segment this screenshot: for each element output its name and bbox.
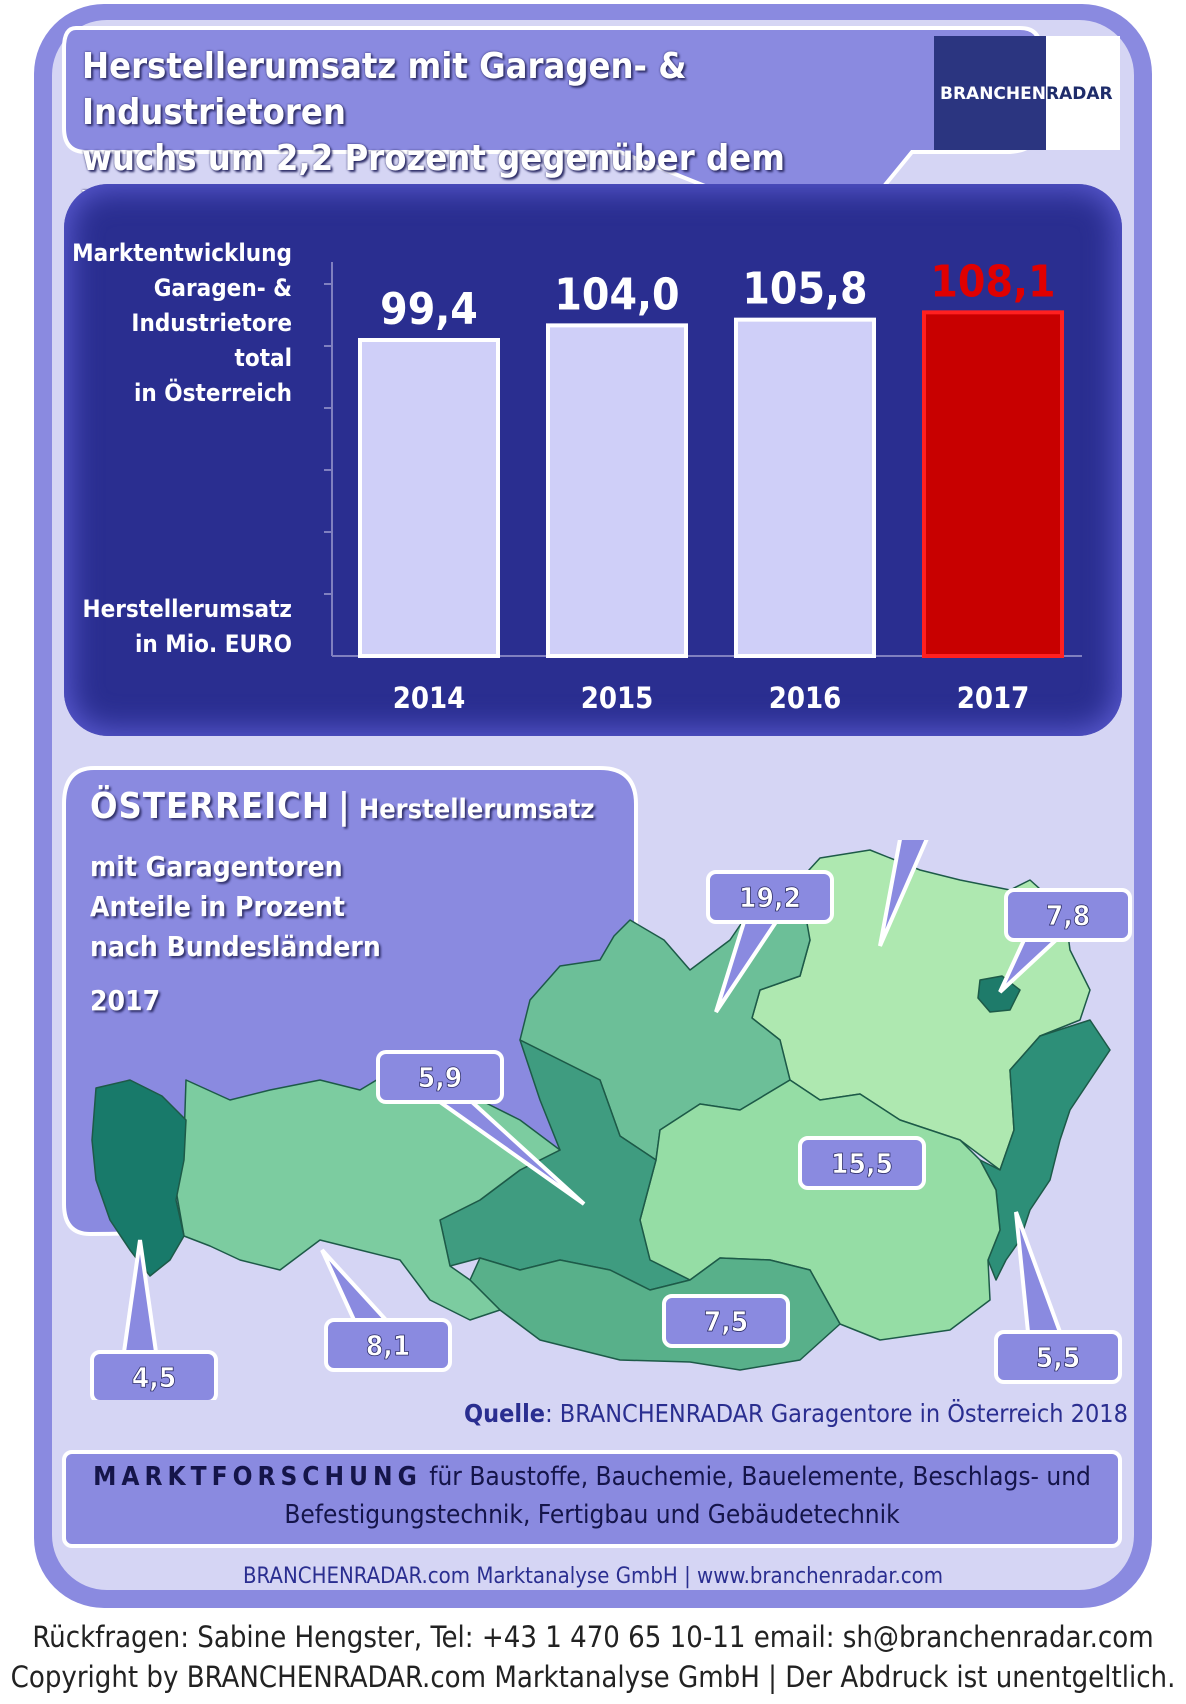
map-title: ÖSTERREICH | Herstellerumsatz <box>90 786 595 827</box>
callout-kaernten: 7,5 <box>662 1294 790 1348</box>
caption-line: Herstellerumsatz <box>82 595 292 623</box>
callout-value: 7,5 <box>704 1305 749 1338</box>
bar-chart: 99,4 2014 104,0 2015 105,8 2016 108,1 2017 <box>324 256 1082 715</box>
callout-pointer <box>1014 1211 1063 1334</box>
caption-line: in Mio. EURO <box>135 630 292 658</box>
bar-value-label: 104,0 <box>554 269 679 320</box>
source-colon: : <box>545 1399 553 1428</box>
x-tick-label: 2015 <box>581 681 654 715</box>
logo-part2: RADAR <box>1045 84 1113 104</box>
research-banner <box>62 1450 1122 1548</box>
research-lead: MARKTFORSCHUNG <box>93 1462 422 1492</box>
source-text: BRANCHENRADAR Garagentore in Österreich … <box>552 1399 1128 1428</box>
region-vorarlberg <box>91 1079 187 1277</box>
caption-line: in Österreich <box>134 379 292 407</box>
callout-pointer <box>320 1248 391 1322</box>
callout-tirol: 8,1 <box>320 1248 452 1372</box>
callout-vorarlberg: 4,5 <box>90 1239 218 1400</box>
map-year: 2017 <box>90 984 161 1017</box>
caption-line: Industrietore <box>131 309 292 337</box>
caption-line: Marktentwicklung <box>72 239 292 267</box>
austria-map: 4,5 8,1 5,9 19,2 26,1 7,8 15,5 7,5 5,5 <box>90 840 1132 1400</box>
caption-line: Garagen- & <box>153 274 292 302</box>
callout-box <box>90 1350 218 1400</box>
callout-burgenland: 5,5 <box>994 1211 1122 1384</box>
x-tick-label: 2016 <box>769 681 842 715</box>
bar-value-label: 99,4 <box>380 284 478 335</box>
map-subtitle-line: nach Bundesländern <box>90 930 381 963</box>
callout-value: 7,8 <box>1046 899 1091 932</box>
chart-caption-top: Marktentwicklung Garagen- & Industrietor… <box>72 236 292 411</box>
map-subtitle-line: mit Garagentoren <box>90 850 343 883</box>
bar-2016 <box>734 317 876 658</box>
callout-value: 8,1 <box>366 1329 411 1362</box>
copyright-line: Copyright by BRANCHENRADAR.com Marktanal… <box>10 1660 1176 1694</box>
bar-2015 <box>546 323 688 658</box>
chart-caption-bottom: Herstellerumsatz in Mio. EURO <box>83 592 292 662</box>
bar-2014 <box>358 338 500 658</box>
x-tick-label: 2017 <box>957 681 1030 715</box>
caption-line: total <box>234 344 292 372</box>
bar-value-label: 105,8 <box>742 264 867 315</box>
x-tick-label: 2014 <box>393 681 466 715</box>
source-label: Quelle <box>464 1399 546 1428</box>
callout-box <box>798 1136 926 1190</box>
callout-value: 4,5 <box>132 1361 177 1394</box>
callout-value: 5,5 <box>1036 1341 1081 1374</box>
callout-box <box>994 1330 1122 1384</box>
research-line1: für Baustoffe, Bauchemie, Bauelemente, B… <box>421 1462 1091 1492</box>
callout-niederoesterreich: 26,1 <box>878 840 929 947</box>
callout-box <box>706 870 834 924</box>
callout-value: 5,9 <box>418 1061 463 1094</box>
map-title-main: ÖSTERREICH <box>90 786 331 827</box>
research-line2: Befestigungstechnik, Fertigbau und Gebäu… <box>284 1500 900 1530</box>
map-title-separator: | <box>338 786 351 827</box>
logo-block <box>934 36 1046 150</box>
callout-salzburg: 5,9 <box>376 1050 586 1206</box>
callout-box <box>662 1294 790 1348</box>
callout-steiermark: 15,5 <box>798 1136 926 1190</box>
company-footer: BRANCHENRADAR.com Marktanalyse GmbH | ww… <box>242 1564 944 1589</box>
callout-value: 15,5 <box>831 1147 893 1180</box>
callout-wien: 7,8 <box>998 888 1132 994</box>
source-note: Quelle: BRANCHENRADAR Garagentore in Öst… <box>464 1399 1128 1428</box>
callout-value: 19,2 <box>739 881 801 914</box>
callout-oberoesterreich: 19,2 <box>706 870 834 1014</box>
logo-text: BRANCHENRADAR <box>940 84 1113 104</box>
callout-box <box>376 1050 504 1104</box>
map-subtitle-line: Anteile in Prozent <box>90 890 345 923</box>
bar-value-label: 108,1 <box>930 256 1055 307</box>
contact-line: Rückfragen: Sabine Hengster, Tel: +43 1 … <box>32 1620 1154 1654</box>
region-burgenland <box>979 1019 1111 1281</box>
map-title-sub: Herstellerumsatz <box>358 794 595 825</box>
headline-line1: Herstellerumsatz mit Garagen- & Industri… <box>82 46 687 133</box>
callout-pointer <box>878 840 929 947</box>
research-text: MARKTFORSCHUNG für Baustoffe, Bauchemie,… <box>62 1458 1122 1534</box>
logo-part1: BRANCHEN <box>940 84 1046 104</box>
bar-2017 <box>922 310 1064 658</box>
callout-box <box>1004 888 1132 942</box>
callout-box <box>324 1318 452 1372</box>
